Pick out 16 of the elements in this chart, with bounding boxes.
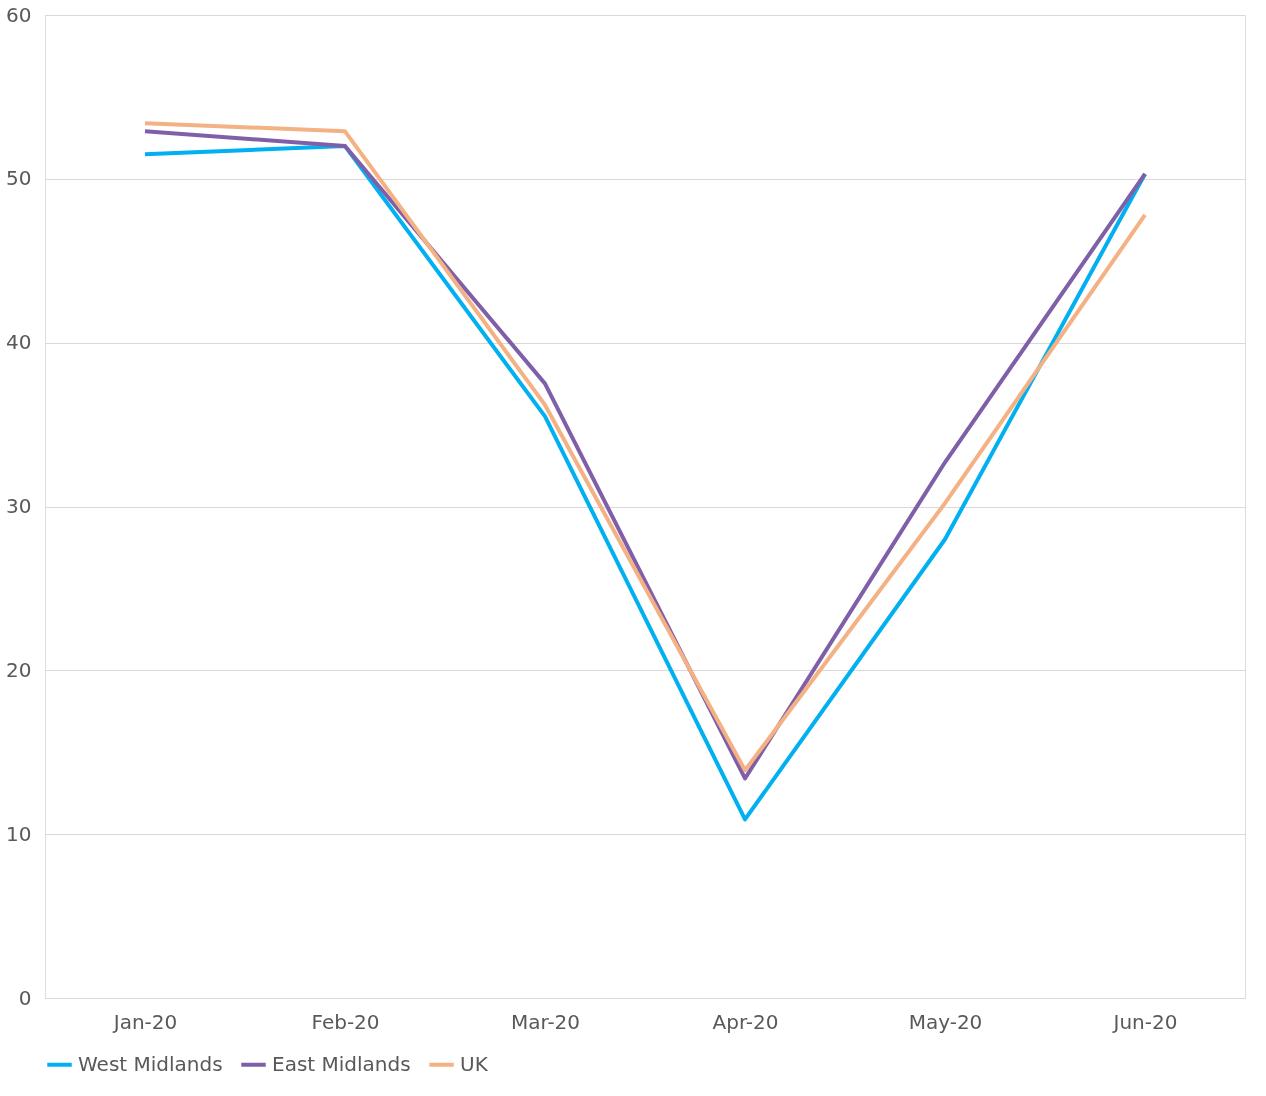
- y-tick-label: 0: [18, 985, 32, 1010]
- y-tick-label: 10: [6, 821, 32, 846]
- y-tick-label: 30: [6, 494, 32, 518]
- x-tick-label: Jan-20: [111, 1009, 178, 1034]
- legend-label: West Midlands: [78, 1051, 223, 1076]
- y-tick-label: 20: [6, 657, 32, 682]
- x-tick-label: May-20: [908, 1009, 983, 1034]
- y-tick-label: 60: [6, 2, 32, 27]
- legend-label: UK: [460, 1051, 489, 1076]
- legend-label: East Midlands: [272, 1051, 411, 1076]
- x-tick-label: Jun-20: [1111, 1009, 1178, 1034]
- y-tick-label: 50: [6, 166, 32, 191]
- y-tick-label: 40: [6, 330, 32, 355]
- x-tick-label: Mar-20: [510, 1009, 581, 1034]
- x-tick-label: Feb-20: [311, 1009, 380, 1034]
- x-tick-label: Apr-20: [712, 1009, 779, 1034]
